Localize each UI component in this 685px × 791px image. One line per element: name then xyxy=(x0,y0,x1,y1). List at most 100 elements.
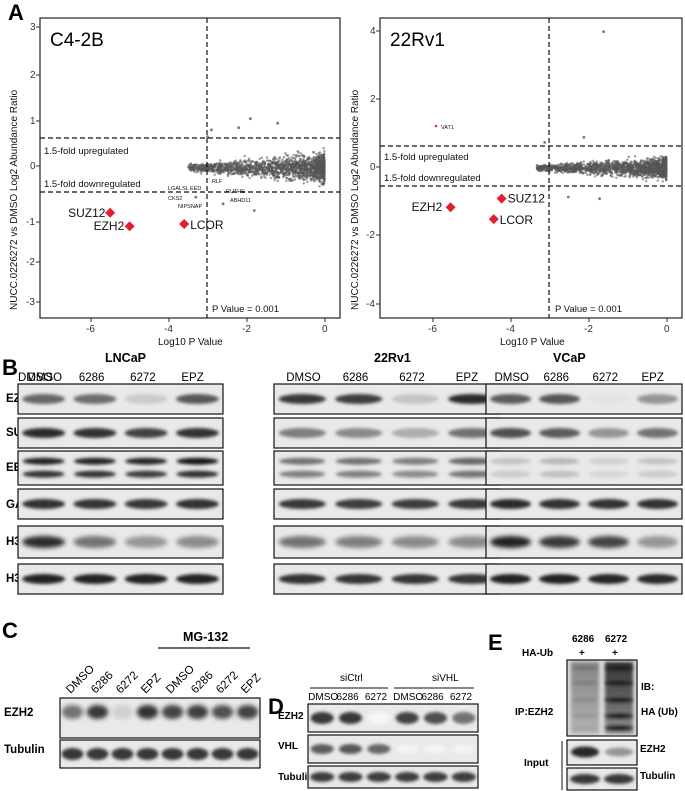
data-point xyxy=(282,160,285,164)
data-point xyxy=(265,156,269,159)
data-point xyxy=(201,166,205,169)
lane-label: DMSO xyxy=(308,692,338,703)
data-point xyxy=(232,164,235,167)
blot-band xyxy=(310,744,334,754)
data-point xyxy=(271,171,274,174)
data-point xyxy=(287,177,291,181)
data-point xyxy=(536,167,540,170)
blot-band xyxy=(335,536,383,548)
data-point xyxy=(639,169,643,173)
blot-band xyxy=(489,536,532,548)
blot-band xyxy=(367,744,391,754)
data-point xyxy=(271,161,274,165)
blot-band xyxy=(186,748,209,760)
data-point xyxy=(657,171,661,174)
data-point xyxy=(558,163,562,166)
data-point xyxy=(278,162,282,166)
data-point xyxy=(660,161,664,164)
data-point xyxy=(654,160,658,164)
data-point xyxy=(315,176,318,180)
blot-band xyxy=(211,748,234,760)
data-point xyxy=(223,168,226,171)
data-point xyxy=(645,176,648,180)
data-point xyxy=(305,168,308,172)
blot-band xyxy=(124,574,168,584)
svg-text:LGALSL: LGALSL xyxy=(168,186,189,192)
data-point xyxy=(663,170,666,174)
data-point xyxy=(319,161,322,165)
data-point xyxy=(566,195,570,199)
blot-band xyxy=(572,698,598,702)
data-point xyxy=(242,165,246,169)
svg-text:Tubulin: Tubulin xyxy=(640,771,675,782)
data-point xyxy=(618,174,621,178)
up-label-c42b: 1.5-fold upregulated xyxy=(44,146,129,157)
blot-band xyxy=(452,744,476,754)
svg-text:siCtrl: siCtrl xyxy=(340,673,363,684)
svg-text:-4: -4 xyxy=(164,324,173,335)
data-point xyxy=(252,170,255,174)
data-point xyxy=(663,166,666,170)
blot-band xyxy=(605,725,633,731)
data-point xyxy=(570,165,574,169)
svg-text:6286: 6286 xyxy=(572,634,595,645)
blot-band xyxy=(489,574,532,584)
lane-label: 6272 xyxy=(593,372,619,384)
data-point xyxy=(658,163,661,166)
svg-text:EZH2: EZH2 xyxy=(4,707,33,719)
data-point xyxy=(315,164,319,167)
data-point xyxy=(273,178,276,182)
data-point xyxy=(323,170,326,173)
vat1-point xyxy=(434,124,438,128)
data-point xyxy=(257,167,260,171)
data-point xyxy=(187,163,191,167)
data-point xyxy=(221,164,224,168)
data-point xyxy=(592,160,596,164)
blot-band xyxy=(161,748,184,760)
data-point xyxy=(275,166,279,169)
blot-band xyxy=(452,712,476,724)
highlight-ezh2 xyxy=(124,221,135,232)
data-point xyxy=(260,168,263,172)
data-point xyxy=(200,170,203,173)
data-point xyxy=(316,157,319,161)
data-point xyxy=(566,171,569,175)
data-point xyxy=(321,180,324,183)
data-point xyxy=(284,152,287,155)
data-point xyxy=(560,166,563,170)
data-point xyxy=(292,156,295,160)
data-point xyxy=(582,135,586,139)
data-point xyxy=(634,165,637,168)
blot-strip xyxy=(307,765,479,789)
data-point xyxy=(307,161,310,165)
data-point xyxy=(249,163,253,166)
data-point xyxy=(295,162,299,166)
data-point xyxy=(607,169,611,172)
data-point xyxy=(302,167,306,171)
data-point xyxy=(309,164,312,168)
data-point xyxy=(601,163,605,166)
data-point xyxy=(664,168,668,172)
blot-strip xyxy=(59,697,261,739)
data-point xyxy=(209,163,212,167)
data-point xyxy=(641,178,645,181)
data-point xyxy=(277,176,280,179)
blot-band xyxy=(86,748,109,760)
data-point xyxy=(556,163,559,167)
data-point xyxy=(659,155,662,158)
data-point xyxy=(568,165,571,168)
blot-band xyxy=(136,748,159,760)
data-point xyxy=(555,171,559,174)
blot-strip xyxy=(307,734,479,764)
data-point xyxy=(630,160,634,164)
svg-text:-1: -1 xyxy=(26,217,35,228)
blot-band xyxy=(489,428,532,438)
data-point xyxy=(237,126,241,130)
data-point xyxy=(218,163,222,166)
svg-text:-6: -6 xyxy=(86,324,95,335)
data-point xyxy=(555,165,558,169)
svg-text:1: 1 xyxy=(30,116,36,127)
data-point xyxy=(600,174,603,178)
data-point xyxy=(317,151,321,155)
gene-label-ezh2: EZH2 xyxy=(94,219,125,233)
